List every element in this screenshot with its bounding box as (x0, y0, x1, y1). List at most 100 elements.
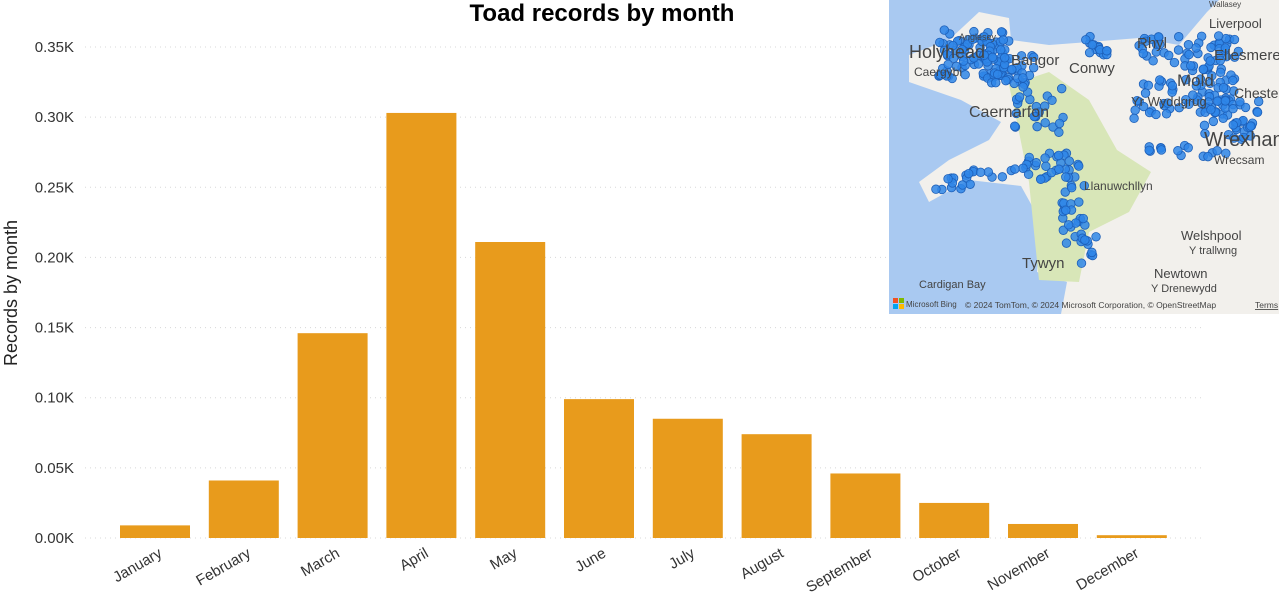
record-dot[interactable] (1087, 247, 1097, 258)
record-dot[interactable] (1054, 164, 1064, 174)
bar-july[interactable] (652, 418, 723, 538)
record-dot[interactable] (1174, 102, 1184, 113)
record-dot[interactable] (968, 34, 978, 45)
record-dot[interactable] (1029, 111, 1039, 122)
record-dot[interactable] (1129, 113, 1139, 124)
record-dot[interactable] (996, 27, 1007, 37)
record-dot[interactable] (1080, 235, 1090, 245)
record-dot[interactable] (1032, 121, 1042, 132)
record-dot[interactable] (964, 168, 974, 179)
bar-october[interactable] (919, 502, 990, 538)
record-dot[interactable] (1061, 238, 1072, 248)
record-dot[interactable] (1240, 102, 1251, 113)
record-dot[interactable] (975, 167, 986, 178)
record-dot[interactable] (1163, 98, 1173, 108)
record-dot[interactable] (1047, 95, 1057, 106)
record-dot[interactable] (1054, 127, 1064, 137)
record-dot[interactable] (1156, 145, 1167, 155)
record-dot[interactable] (1056, 83, 1067, 94)
record-dot[interactable] (1155, 39, 1165, 50)
record-dot[interactable] (1164, 50, 1174, 61)
record-dot[interactable] (1191, 81, 1202, 91)
bar-february[interactable] (208, 480, 279, 538)
record-dot[interactable] (987, 52, 998, 63)
bar-may[interactable] (475, 241, 546, 539)
record-dot[interactable] (1151, 109, 1161, 120)
record-dot[interactable] (1184, 99, 1194, 110)
record-dot[interactable] (1212, 96, 1223, 106)
record-dot[interactable] (1215, 67, 1226, 78)
record-dot[interactable] (958, 56, 969, 66)
record-dot[interactable] (1195, 74, 1206, 84)
record-dot[interactable] (942, 71, 952, 81)
record-dot[interactable] (1076, 258, 1087, 268)
record-dot[interactable] (1074, 161, 1084, 171)
record-dot[interactable] (1010, 121, 1020, 131)
record-dot[interactable] (1184, 49, 1194, 60)
bar-august[interactable] (741, 434, 812, 538)
record-dot[interactable] (1061, 172, 1071, 182)
record-dot[interactable] (1040, 101, 1050, 111)
record-dot[interactable] (1018, 73, 1028, 83)
record-dot[interactable] (1206, 104, 1216, 115)
record-dot[interactable] (979, 50, 989, 60)
record-dot[interactable] (1091, 232, 1101, 242)
record-dot[interactable] (983, 167, 994, 177)
record-dot[interactable] (1191, 43, 1201, 53)
record-dot[interactable] (1213, 31, 1224, 41)
bar-march[interactable] (297, 333, 368, 538)
record-dot[interactable] (1011, 108, 1022, 119)
record-dot[interactable] (1246, 121, 1256, 131)
record-dot[interactable] (1173, 45, 1184, 55)
record-dot[interactable] (1173, 146, 1183, 156)
record-dot[interactable] (1040, 153, 1050, 163)
record-dot[interactable] (931, 184, 941, 194)
record-dot[interactable] (1054, 118, 1065, 129)
record-dot[interactable] (996, 45, 1006, 55)
record-dot[interactable] (1063, 220, 1074, 230)
bar-november[interactable] (1008, 523, 1078, 538)
record-dot[interactable] (1081, 35, 1091, 45)
record-dot[interactable] (1233, 46, 1244, 57)
record-dot[interactable] (992, 69, 1003, 80)
record-dot[interactable] (1001, 75, 1011, 86)
record-dot[interactable] (1183, 143, 1193, 153)
record-dot[interactable] (951, 61, 962, 72)
record-dot[interactable] (1200, 128, 1210, 139)
record-dot[interactable] (1221, 148, 1231, 159)
terms-link[interactable]: Terms (1255, 300, 1278, 310)
record-dot[interactable] (1238, 132, 1249, 143)
record-dot[interactable] (1205, 56, 1215, 66)
record-dot[interactable] (1215, 55, 1226, 66)
record-dot[interactable] (1203, 151, 1213, 162)
record-dot[interactable] (998, 35, 1008, 45)
record-dot[interactable] (1028, 52, 1039, 62)
toad-records-map[interactable]: Wallasey Liverpool Holyhead Caergybi Bangor C… (889, 0, 1279, 314)
record-dot[interactable] (1188, 90, 1198, 100)
record-dot[interactable] (1066, 182, 1077, 193)
record-dot[interactable] (979, 32, 989, 42)
record-dot[interactable] (957, 180, 968, 190)
bar-december[interactable] (1096, 535, 1167, 538)
record-dot[interactable] (1161, 109, 1172, 119)
record-dot[interactable] (1181, 75, 1191, 85)
record-dot[interactable] (948, 40, 958, 51)
record-dot[interactable] (1218, 82, 1229, 93)
record-dot[interactable] (1040, 118, 1050, 128)
record-dot[interactable] (1023, 169, 1034, 180)
record-dot[interactable] (1205, 78, 1215, 88)
bar-june[interactable] (564, 399, 634, 538)
record-dot[interactable] (991, 78, 1001, 88)
record-dot[interactable] (1235, 97, 1245, 107)
record-dot[interactable] (1074, 197, 1084, 207)
record-dot[interactable] (969, 53, 979, 63)
record-dot[interactable] (1220, 96, 1231, 106)
record-dot[interactable] (1060, 187, 1070, 197)
record-dot[interactable] (1007, 64, 1017, 75)
record-dot[interactable] (1212, 146, 1222, 156)
record-dot[interactable] (1061, 205, 1071, 215)
record-dot[interactable] (1028, 62, 1039, 73)
record-dot[interactable] (1228, 75, 1238, 86)
record-dot[interactable] (1018, 163, 1028, 173)
bar-january[interactable] (120, 525, 190, 538)
